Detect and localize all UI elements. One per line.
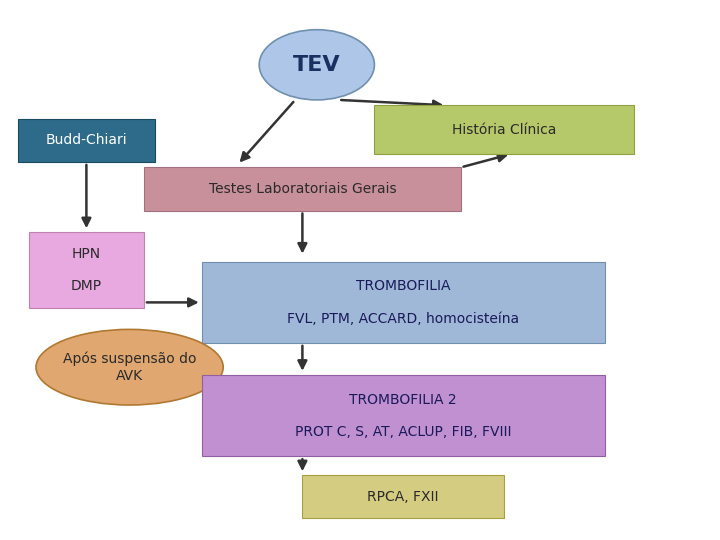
Text: História Clínica: História Clínica: [452, 123, 556, 137]
FancyBboxPatch shape: [202, 262, 605, 343]
Text: Testes Laboratoriais Gerais: Testes Laboratoriais Gerais: [209, 182, 396, 196]
FancyBboxPatch shape: [202, 375, 605, 456]
FancyBboxPatch shape: [374, 105, 634, 154]
Text: RPCA, FXII: RPCA, FXII: [367, 490, 439, 504]
Text: Após suspensão do
AVK: Após suspensão do AVK: [63, 352, 197, 382]
FancyBboxPatch shape: [18, 119, 155, 162]
Text: TROMBOFILIA

FVL, PTM, ACCARD, homocisteína: TROMBOFILIA FVL, PTM, ACCARD, homocisteí…: [287, 279, 519, 326]
FancyBboxPatch shape: [29, 232, 144, 308]
Text: TROMBOFILIA 2

PROT C, S, AT, ACLUP, FIB, FVIII: TROMBOFILIA 2 PROT C, S, AT, ACLUP, FIB,…: [295, 393, 511, 439]
Ellipse shape: [36, 329, 223, 405]
Ellipse shape: [259, 30, 374, 100]
FancyBboxPatch shape: [144, 167, 461, 211]
FancyBboxPatch shape: [302, 475, 504, 518]
Text: HPN

DMP: HPN DMP: [71, 247, 102, 293]
Text: Budd-Chiari: Budd-Chiari: [45, 133, 127, 147]
Text: TEV: TEV: [293, 55, 341, 75]
